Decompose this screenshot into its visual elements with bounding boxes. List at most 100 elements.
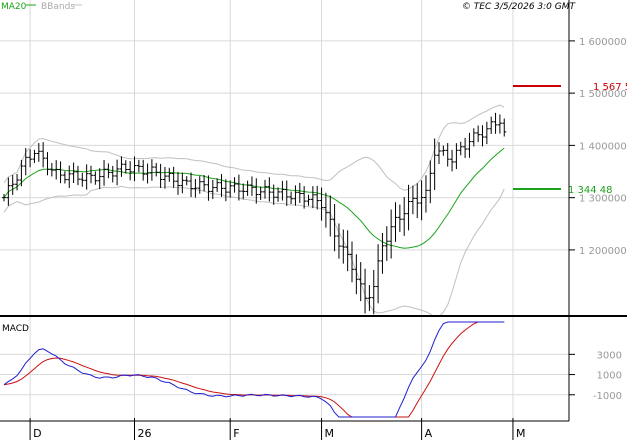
ohlc-bar	[276, 187, 281, 202]
ohlc-bar	[176, 171, 180, 195]
ohlc-bar	[128, 161, 133, 181]
ohlc-bar	[75, 165, 80, 186]
ohlc-bar	[184, 176, 189, 186]
ohlc-bar	[145, 163, 150, 184]
ohlc-bar	[102, 160, 107, 186]
ohlc-bar	[437, 142, 441, 165]
ohlc-bar	[371, 269, 376, 315]
ohlc-bar	[476, 125, 481, 143]
time-tick-label: A	[425, 427, 433, 440]
ohlc-bar	[132, 156, 137, 182]
price-axis-ticks: 1 200000 1 300000 1 400000 1 500000 1 600000	[569, 37, 627, 257]
ohlc-bar	[323, 192, 328, 228]
ohlc-bar	[467, 132, 472, 158]
ohlc-bar	[293, 185, 298, 206]
ohlc-bar	[84, 164, 89, 190]
ohlc-bar	[345, 230, 350, 272]
price-tick-label: 1 200000	[579, 246, 627, 257]
ohlc-bar	[258, 186, 263, 200]
ohlc-bar	[471, 128, 476, 147]
time-tick-label: D	[33, 427, 41, 440]
ohlc-bar	[302, 186, 307, 209]
ohlc-bar	[393, 202, 398, 242]
ohlc-bar	[115, 159, 120, 186]
macd-line	[3, 321, 505, 418]
ohlc-bar	[167, 167, 172, 182]
ohlc-bar	[10, 174, 15, 195]
ohlc-bar	[236, 174, 241, 201]
ohlc-bar	[89, 165, 93, 184]
ohlc-bar	[80, 172, 85, 187]
ohlc-bar	[389, 209, 394, 259]
ohlc-bar	[341, 229, 346, 264]
ohlc-bar	[384, 226, 389, 261]
ohlc-bar	[263, 179, 267, 199]
ohlc-bar	[93, 171, 98, 185]
ohlc-bar	[445, 143, 450, 167]
ohlc-bar	[6, 177, 11, 206]
macd-title: MACD	[2, 324, 29, 334]
macd-panel: MACD 3000 1000 -1000	[0, 321, 622, 418]
ohlc-bar	[489, 116, 494, 134]
ohlc-bar	[350, 241, 354, 283]
ohlc-bar	[254, 178, 259, 204]
ohlc-bar	[106, 163, 111, 179]
ohlc-bar	[458, 141, 463, 156]
ohlc-bar	[367, 285, 372, 311]
macd-tick-label: 3000	[597, 350, 622, 361]
ohlc-bar	[141, 159, 146, 181]
ohlc-bar	[58, 161, 63, 184]
ohlc-bar	[267, 177, 272, 202]
ohlc-bar	[54, 160, 59, 180]
ohlc-bar	[149, 159, 154, 181]
ohlc-bar	[450, 149, 455, 172]
ohlc-bar	[480, 125, 485, 147]
time-tick-label: 26	[138, 427, 152, 440]
ohlc-bar	[402, 197, 407, 236]
ohlc-bar	[19, 159, 24, 187]
ohlc-bar	[180, 172, 185, 194]
macd-axis-ticks: 3000 1000 -1000	[569, 350, 622, 402]
ohlc-bar	[123, 160, 128, 174]
ohlc-bar	[410, 185, 415, 215]
ohlc-bar	[497, 114, 502, 134]
ohlc-bar	[406, 184, 411, 231]
ohlc-bar	[36, 143, 41, 162]
ohlc-bar	[249, 176, 254, 196]
ohlc-bar	[228, 180, 233, 198]
ohlc-bar	[454, 143, 459, 170]
ohlc-bar	[336, 223, 341, 259]
ohlc-bar	[193, 179, 198, 198]
last-price-label: 1 567 5	[593, 82, 627, 93]
ohlc-bar	[158, 163, 163, 188]
time-tick-label: M	[325, 427, 335, 440]
ohlc-bar	[306, 194, 311, 206]
ohlc-bar	[215, 178, 220, 192]
ohlc-bar	[493, 112, 498, 134]
ohlc-bar	[376, 244, 381, 304]
ohlc-bar	[154, 162, 159, 177]
ohlc-bar	[363, 268, 368, 314]
ohlc-bar	[245, 180, 250, 196]
ohlc-bar	[2, 194, 6, 202]
time-tick-label: M	[516, 427, 526, 440]
ohlc-bar	[110, 165, 115, 183]
ohlc-bars	[2, 112, 507, 315]
ohlc-bar	[23, 148, 28, 176]
ohlc-bar	[289, 191, 294, 205]
ohlc-bar	[441, 145, 446, 156]
ohlc-bar	[423, 175, 428, 213]
ohlc-bar	[119, 156, 124, 177]
ohlc-bar	[241, 183, 246, 200]
header-copyright: © TEC 3/5/2026 3:0 GMT	[462, 2, 577, 12]
ohlc-bar	[280, 180, 285, 201]
price-tick-label: 1 400000	[579, 141, 627, 152]
bbands-lower-line	[3, 185, 505, 318]
ohlc-bar	[232, 177, 237, 193]
price-tick-label: 1 300000	[579, 194, 627, 205]
ohlc-bar	[397, 204, 402, 232]
ohlc-bar	[197, 176, 202, 194]
ohlc-bar	[284, 180, 289, 206]
